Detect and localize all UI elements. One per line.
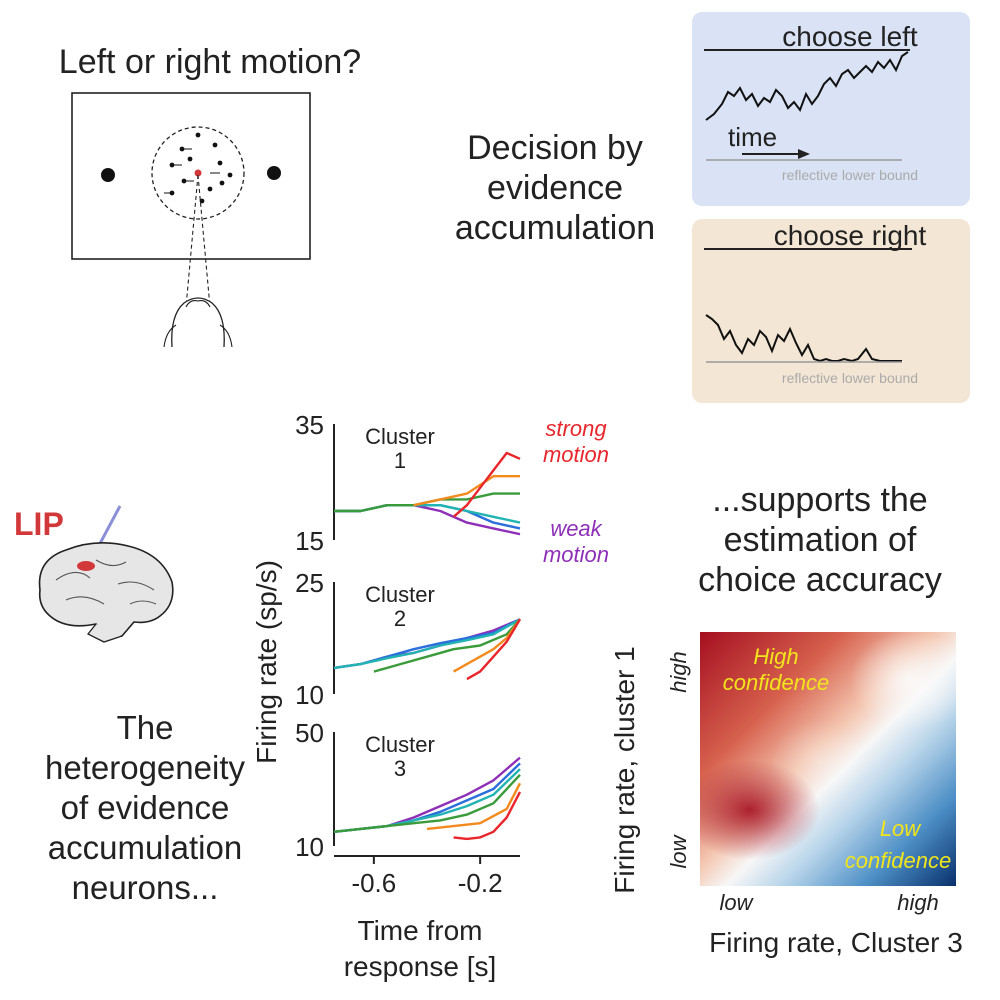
choose-right-bg <box>692 219 970 403</box>
gaze-lines <box>185 174 211 308</box>
y-tick-label: 50 <box>295 718 324 748</box>
brain-sulci <box>55 559 157 605</box>
firing-rate-ylabel: Firing rate (sp/s) <box>251 560 282 764</box>
y-tick-label: 10 <box>295 832 324 862</box>
confidence-heatmap: High confidence Low confidence low high … <box>609 632 963 958</box>
heterogeneity-line: heterogeneity <box>45 749 245 786</box>
cerebellum <box>86 623 123 643</box>
series-line <box>333 618 521 670</box>
y-high-tick: high <box>666 651 691 693</box>
decision-title-line: Decision by <box>467 129 643 167</box>
cluster-title: Cluster <box>365 424 435 449</box>
x-axis-label: Time from <box>358 915 483 946</box>
heatmap-xlabel: Firing rate, Cluster 3 <box>709 927 963 958</box>
time-label: time <box>728 122 777 152</box>
x-axis-label: response [s] <box>344 951 497 982</box>
cluster-title: Cluster <box>365 732 435 757</box>
cluster-title: Cluster <box>365 582 435 607</box>
x-high-tick: high <box>897 890 939 915</box>
heterogeneity-line: The <box>116 709 174 746</box>
low-confidence-label-1: Low <box>880 816 922 841</box>
supports-text: ...supports the estimation of choice acc… <box>640 480 1000 600</box>
y-tick-label: 25 <box>295 568 324 598</box>
choose-left-label: choose left <box>782 21 918 52</box>
cluster-number: 2 <box>394 606 406 631</box>
low-confidence-label-2: confidence <box>845 848 951 873</box>
weak-motion-label: motion <box>543 542 609 567</box>
brain-outline <box>38 542 174 637</box>
y-tick-label: 10 <box>295 680 324 710</box>
y-tick-label: 35 <box>295 410 324 440</box>
x-tick-label: -0.2 <box>458 868 503 898</box>
task-schematic <box>71 92 311 348</box>
cluster-number: 1 <box>394 448 406 473</box>
choose-right-label: choose right <box>774 220 927 251</box>
decision-title: Decision by evidence accumulation <box>420 128 690 248</box>
heterogeneity-line: of evidence <box>60 789 230 826</box>
heatmap-ylabel: Firing rate, cluster 1 <box>609 646 640 893</box>
firing-rate-charts: Firing rate (sp/s) 3515Cluster1strongmot… <box>251 410 609 982</box>
heterogeneity-line: accumulation <box>47 829 243 866</box>
y-tick-label: 15 <box>295 526 324 556</box>
series-line <box>426 782 522 831</box>
heatmap-surface <box>700 632 956 886</box>
series-line <box>452 451 521 518</box>
motion-vectors <box>164 148 220 194</box>
series-line <box>413 474 520 507</box>
supports-line: choice accuracy <box>698 561 942 599</box>
monkey-brain-icon <box>38 505 174 643</box>
series-line <box>373 618 521 673</box>
choose-left-panel: choose left time reflective lower bound <box>692 12 970 206</box>
series-line <box>333 773 521 833</box>
series-line <box>466 618 522 681</box>
head-icon <box>171 297 225 348</box>
time-arrow-head <box>798 149 810 159</box>
heterogeneity-line: neurons... <box>71 869 219 906</box>
supports-line: estimation of <box>723 521 917 559</box>
lower-bound-label: reflective lower bound <box>782 370 918 386</box>
decision-title-line: accumulation <box>454 209 656 247</box>
lip-area-marker <box>77 561 95 571</box>
dot-aperture <box>151 126 245 220</box>
lower-bound-label: reflective lower bound <box>782 167 918 183</box>
heterogeneity-text: The heterogeneity of evidence accumulati… <box>0 708 290 908</box>
series-line <box>453 791 522 841</box>
y-low-tick: low <box>666 833 691 868</box>
series-line <box>453 618 521 673</box>
series-line <box>333 618 521 670</box>
task-question: Left or right motion? <box>58 43 362 81</box>
eyes-icon <box>185 300 211 308</box>
x-low-tick: low <box>719 890 754 915</box>
cluster-number: 3 <box>394 756 406 781</box>
x-tick-label: -0.6 <box>351 868 396 898</box>
decision-title-line: evidence <box>486 169 624 207</box>
weak-motion-label: weak <box>550 516 602 541</box>
evidence-trace-right <box>705 314 902 363</box>
high-confidence-label-2: confidence <box>723 670 829 695</box>
supports-line: ...supports the <box>712 481 928 519</box>
high-confidence-label-1: High <box>753 644 798 669</box>
series-line <box>333 618 521 670</box>
fixation-point <box>194 169 202 177</box>
choose-right-panel: choose right reflective lower bound <box>692 219 970 403</box>
strong-motion-label: strong <box>545 416 607 441</box>
right-target <box>267 166 281 180</box>
lip-label: LIP <box>14 506 64 542</box>
strong-motion-label: motion <box>543 442 609 467</box>
evidence-trace-left <box>705 51 909 121</box>
left-target <box>101 168 115 182</box>
